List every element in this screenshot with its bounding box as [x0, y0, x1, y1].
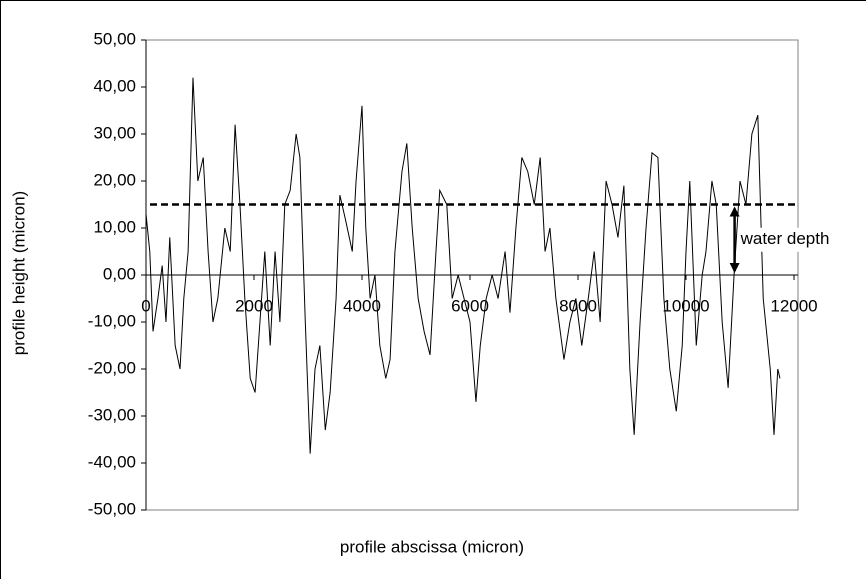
y-tick-label: 40,00 [93, 76, 136, 95]
x-tick-label: 6000 [451, 296, 489, 315]
annotation: water depth [740, 229, 830, 248]
y-tick-label: 0,00 [103, 264, 136, 283]
y-axis-label: profile height (micron) [9, 191, 28, 355]
y-tick-label: 10,00 [93, 217, 136, 236]
y-tick-label: -50,00 [88, 499, 136, 518]
y-tick-label: -10,00 [88, 311, 136, 330]
y-tick-label: 20,00 [93, 170, 136, 189]
x-tick-label: 10000 [662, 296, 709, 315]
annotation-bg [738, 227, 857, 252]
x-tick-label: 12000 [770, 296, 817, 315]
x-tick-label: 4000 [343, 296, 381, 315]
y-tick-label: -40,00 [88, 452, 136, 471]
y-tick-label: -30,00 [88, 405, 136, 424]
x-tick-label: 0 [141, 296, 150, 315]
x-axis-label: profile abscissa (micron) [340, 537, 524, 556]
y-tick-label: -20,00 [88, 358, 136, 377]
y-tick-label: 50,00 [93, 29, 136, 48]
profile-line [145, 77, 781, 454]
y-tick-label: 30,00 [93, 123, 136, 142]
